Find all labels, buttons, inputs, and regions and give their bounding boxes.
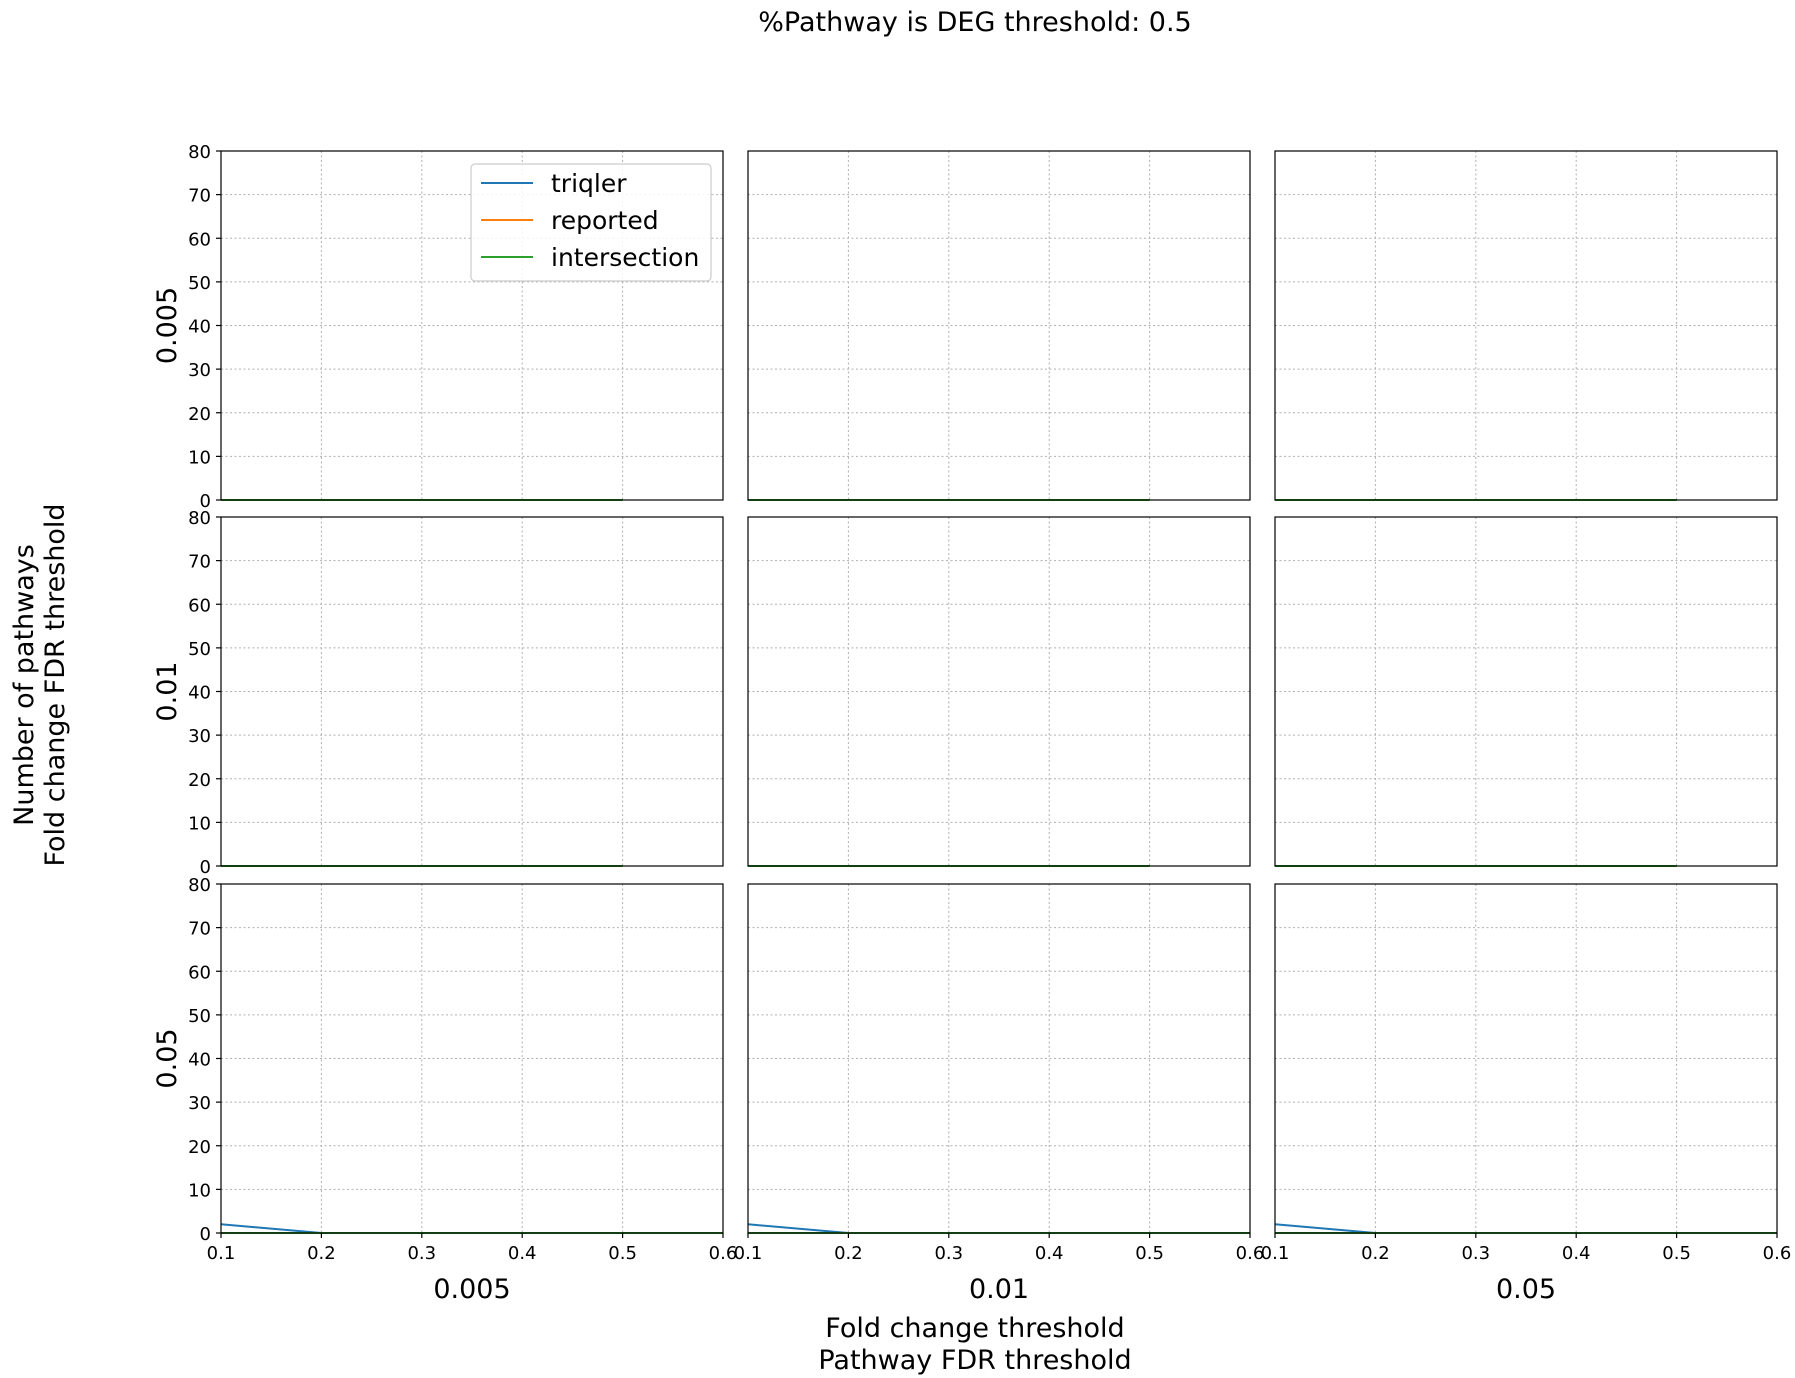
y-tick-label: 60 — [188, 229, 211, 250]
y-tick-label: 50 — [188, 273, 211, 294]
legend-label-reported: reported — [551, 206, 659, 235]
figure-xlabel-line-1: Fold change threshold — [825, 1313, 1124, 1344]
y-tick-label: 20 — [188, 770, 211, 791]
panel-r2-c0: 0 10 20 30 40 50 60 70 80 0.05 0.1 0.2 0.3 0.4 0.5 0.6 0… — [152, 875, 737, 1305]
panel-r0-c1 — [747, 150, 1251, 501]
legend-frame — [470, 163, 712, 282]
panel-r1-c0: 0 10 20 30 40 50 60 70 80 0.01 — [152, 508, 724, 878]
x-tick-label: 0.4 — [1035, 1243, 1064, 1264]
x-tick-label: 0.2 — [307, 1243, 336, 1264]
y-tick-label: 20 — [188, 404, 211, 425]
axes-frame — [747, 883, 1251, 1234]
y-tick-label: 0 — [200, 491, 211, 512]
row-label: 0.01 — [152, 661, 183, 721]
axes-frame — [747, 150, 1251, 501]
y-tick-label: 70 — [188, 552, 211, 573]
x-tick-label: 0.6 — [1763, 1243, 1792, 1264]
x-tick-label: 0.6 — [1236, 1243, 1265, 1264]
y-tick-label: 30 — [188, 1093, 211, 1114]
y-tick-label: 20 — [188, 1137, 211, 1158]
x-tick-label: 0.5 — [1135, 1243, 1164, 1264]
x-tick-label: 0.1 — [207, 1243, 236, 1264]
y-tick-label: 30 — [188, 360, 211, 381]
y-tick-label: 70 — [188, 186, 211, 207]
y-tick-label: 80 — [188, 142, 211, 163]
series-line-triqler — [220, 1223, 723, 1234]
x-tick-label: 0.2 — [1361, 1243, 1390, 1264]
x-tick-label: 0.5 — [1662, 1243, 1691, 1264]
legend-label-triqler: triqler — [551, 169, 627, 198]
panel-r0-c2 — [1274, 150, 1778, 501]
x-tick-label: 0.3 — [407, 1243, 436, 1264]
y-tick-label: 60 — [188, 595, 211, 616]
x-tick-label: 0.4 — [508, 1243, 537, 1264]
y-tick-label: 60 — [188, 962, 211, 983]
y-tick-label: 0 — [200, 1224, 211, 1245]
series-line-triqler — [1274, 1223, 1777, 1234]
y-tick-label: 10 — [188, 447, 211, 468]
y-tick-label: 50 — [188, 1006, 211, 1027]
axes-frame — [1274, 516, 1778, 867]
x-tick-label: 0.3 — [934, 1243, 963, 1264]
y-tick-label: 70 — [188, 919, 211, 940]
panel-r1-c1 — [747, 516, 1251, 867]
y-tick-label: 30 — [188, 726, 211, 747]
legend: triqler reported intersection — [470, 163, 712, 282]
row-label: 0.05 — [152, 1028, 183, 1088]
axes-frame — [1274, 883, 1778, 1234]
panel-r0-c0: 0 10 20 30 40 50 60 70 80 0.005 — [152, 142, 724, 512]
x-tick-label: 0.5 — [608, 1243, 637, 1264]
x-tick-label: 0.3 — [1461, 1243, 1490, 1264]
y-tick-label: 50 — [188, 639, 211, 660]
panels-group: 010203040506070800.005010203040506070800… — [152, 142, 1791, 1305]
figure-ylabel-line-1: Number of pathways — [9, 544, 40, 826]
panel-r2-c1: 0.1 0.2 0.3 0.4 0.5 0.6 0.01 — [734, 883, 1265, 1305]
y-tick-label: 0 — [200, 857, 211, 878]
y-tick-label: 40 — [188, 317, 211, 338]
figure-title: %Pathway is DEG threshold: 0.5 — [758, 7, 1191, 38]
x-tick-label: 0.1 — [734, 1243, 763, 1264]
axes-frame — [220, 883, 724, 1234]
panel-r1-c2 — [1274, 516, 1778, 867]
y-tick-label: 10 — [188, 813, 211, 834]
figure-ylabel-line-2: Fold change FDR threshold — [40, 503, 71, 866]
col-label: 0.01 — [969, 1274, 1029, 1305]
y-tick-label: 40 — [188, 683, 211, 704]
y-tick-label: 80 — [188, 875, 211, 896]
y-tick-label: 40 — [188, 1050, 211, 1071]
figure-xlabel-line-2: Pathway FDR threshold — [818, 1345, 1131, 1376]
panel-r2-c2: 0.1 0.2 0.3 0.4 0.5 0.6 0.05 — [1261, 883, 1792, 1305]
series-line-triqler — [747, 1223, 1250, 1234]
y-tick-label: 80 — [188, 508, 211, 529]
axes-frame — [1274, 150, 1778, 501]
col-label: 0.05 — [1496, 1274, 1556, 1305]
axes-frame — [747, 516, 1251, 867]
y-tick-label: 10 — [188, 1180, 211, 1201]
col-label: 0.005 — [433, 1274, 510, 1305]
legend-label-intersection: intersection — [551, 243, 699, 272]
x-tick-label: 0.2 — [834, 1243, 863, 1264]
x-tick-label: 0.4 — [1562, 1243, 1591, 1264]
row-label: 0.005 — [152, 287, 183, 364]
x-tick-label: 0.1 — [1261, 1243, 1290, 1264]
axes-frame — [220, 516, 724, 867]
x-tick-label: 0.6 — [709, 1243, 738, 1264]
